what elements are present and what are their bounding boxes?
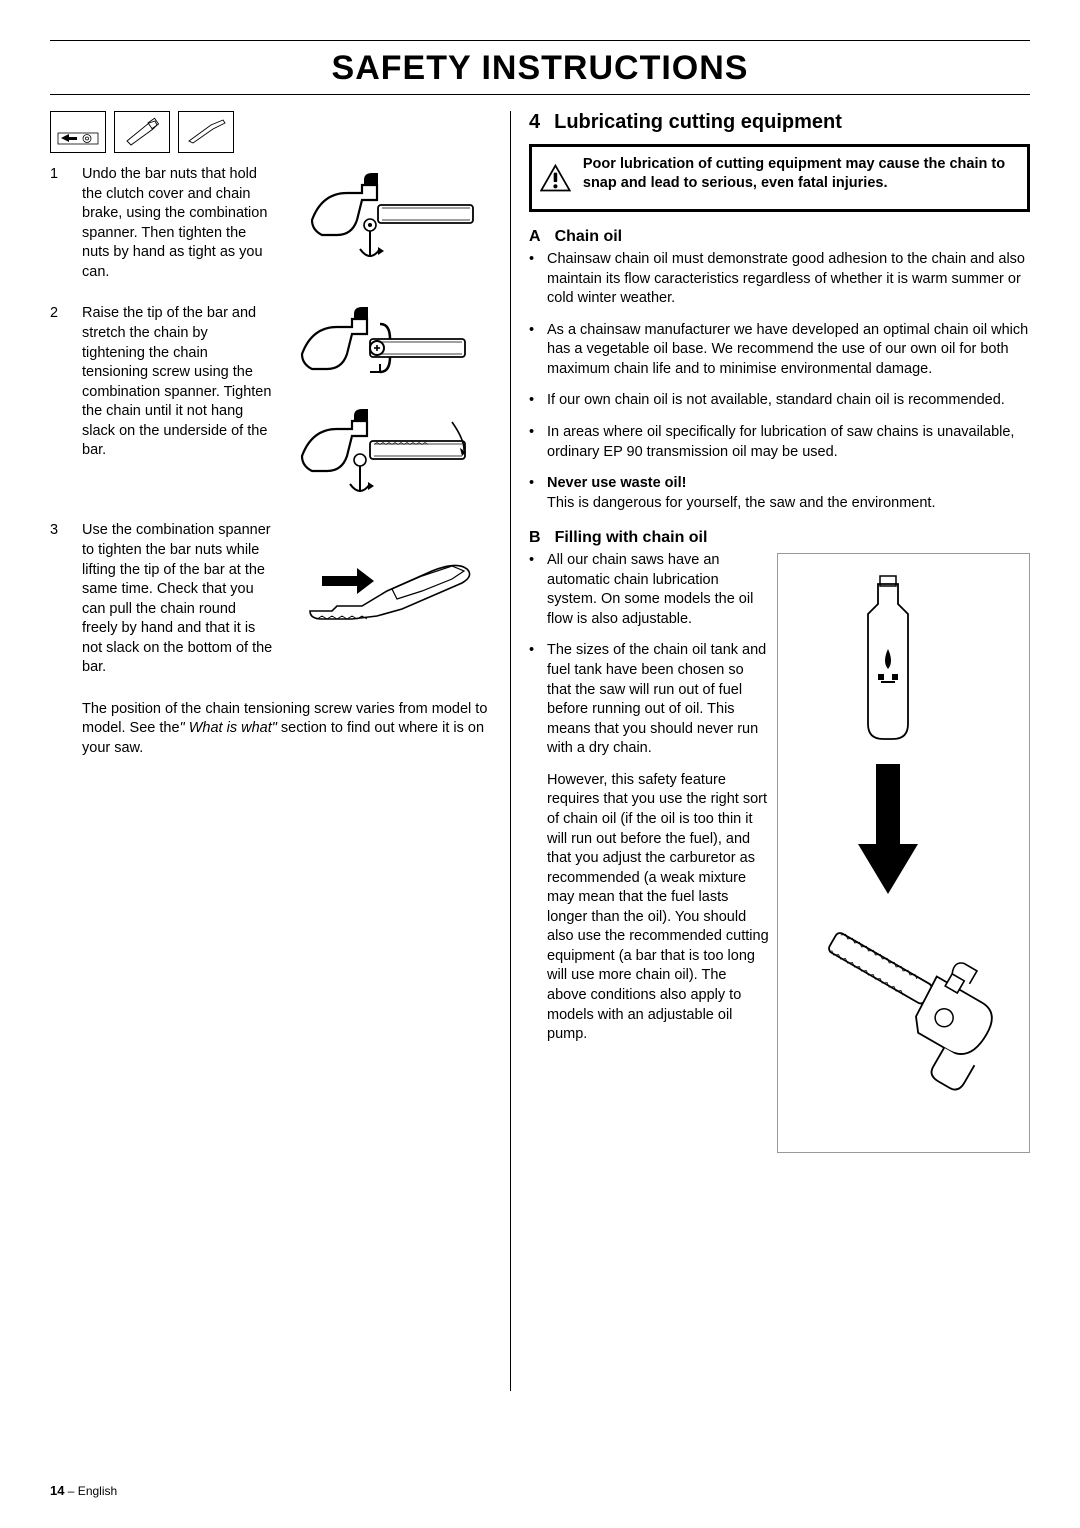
bullet-item: • Never use waste oil! This is dangerous… [529,474,1030,513]
bullet-item: •Chainsaw chain oil must demonstrate goo… [529,250,1030,309]
warning-icon [540,155,571,201]
page-number: 14 – English [50,1483,117,1498]
bullet-text: As a chainsaw manufacturer we have devel… [547,321,1030,380]
left-footnote: The position of the chain tensioning scr… [82,700,492,759]
step-text: Use the combination spanner to tighten t… [82,521,274,678]
section-number: 4 [529,111,540,134]
arrow-nut-icon [50,111,106,153]
sub-letter: B [529,529,541,547]
step-2-figure [292,304,492,499]
section-heading: 4 Lubricating cutting equipment [529,111,1030,134]
never-bold: Never use waste oil! [547,475,686,491]
warning-text: Poor lubrication of cutting equipment ma… [583,155,1017,193]
bullet-text: If our own chain oil is not available, s… [547,391,1030,411]
step-number: 2 [50,304,64,499]
sub-letter: A [529,228,541,246]
step-3-figure [292,521,492,678]
never-text: This is dangerous for yourself, the saw … [547,495,935,511]
oil-fill-figure [777,553,1030,1153]
sub-heading-b: B Filling with chain oil [529,529,1030,547]
step-3: 3 Use the combination spanner to tighten… [50,521,492,678]
bullet-item: •The sizes of the chain oil tank and fue… [529,641,769,758]
screwdriver-icon [178,111,234,153]
warning-box: Poor lubrication of cutting equipment ma… [529,144,1030,212]
sub-title: Chain oil [555,228,623,246]
bullet-text: The sizes of the chain oil tank and fuel… [547,641,769,758]
step-1-figure [292,165,492,282]
page-lang: – English [64,1484,117,1498]
step-number: 3 [50,521,64,678]
footnote-italic: " What is what" [180,720,281,736]
sub-heading-a: A Chain oil [529,228,1030,246]
bullet-item: •As a chainsaw manufacturer we have deve… [529,321,1030,380]
bullet-text: In areas where oil specifically for lubr… [547,423,1030,462]
left-column: 1 Undo the bar nuts that hold the clutch… [50,111,510,1391]
step-number: 1 [50,165,64,282]
bullet-text: Chainsaw chain oil must demonstrate good… [547,250,1030,309]
bullet-item: •If our own chain oil is not available, … [529,391,1030,411]
bullet-item: •In areas where oil specifically for lub… [529,423,1030,462]
spanner-icon [114,111,170,153]
step-text: Undo the bar nuts that hold the clutch c… [82,165,274,282]
page-title: SAFETY INSTRUCTIONS [50,47,1030,95]
bullet-item: •All our chain saws have an automatic ch… [529,551,769,629]
step-1: 1 Undo the bar nuts that hold the clutch… [50,165,492,282]
bullet-text: All our chain saws have an automatic cha… [547,551,769,629]
step-2: 2 Raise the tip of the bar and stretch t… [50,304,492,499]
step-text: Raise the tip of the bar and stretch the… [82,304,274,499]
sub-title: Filling with chain oil [555,529,708,547]
section-title: Lubricating cutting equipment [554,111,842,134]
fill-paragraph: However, this safety feature requires th… [547,771,769,1045]
tool-icon-row [50,111,492,153]
right-column: 4 Lubricating cutting equipment Poor lub… [511,111,1030,1391]
page-number-value: 14 [50,1483,64,1498]
